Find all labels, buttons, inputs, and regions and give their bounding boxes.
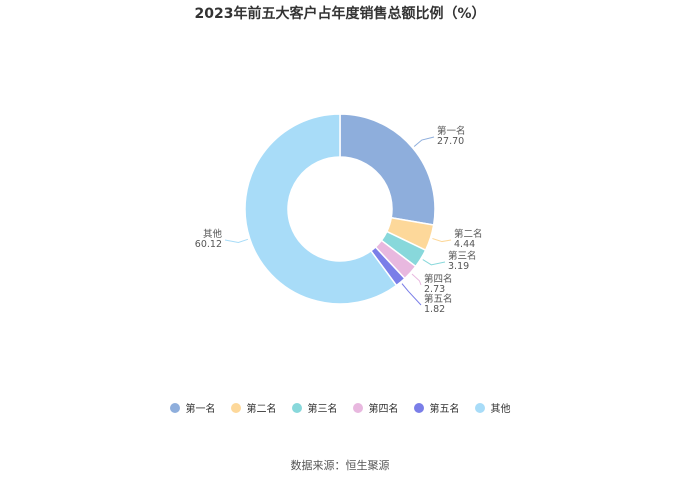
legend-item-third[interactable]: 第三名 — [291, 400, 338, 415]
slice-label-name-first: 第一名 — [437, 125, 466, 137]
legend-label-fifth: 第五名 — [429, 404, 460, 415]
legend-item-fourth[interactable]: 第四名 — [352, 400, 399, 415]
slice-label-value-fourth: 2.73 — [424, 284, 445, 295]
leader-line-fifth — [401, 283, 422, 306]
slice-label-value-other: 60.12 — [195, 239, 222, 250]
legend-swatch-fourth — [352, 402, 363, 413]
legend-swatch-second — [230, 402, 241, 413]
slice-other — [244, 113, 398, 305]
chart-legend: 第一名 第二名 第三名 第四名 第五名 其他 — [0, 400, 680, 415]
legend-swatch-other — [474, 402, 485, 413]
legend-label-first: 第一名 — [185, 404, 216, 415]
slice-label-name-third: 第三名 — [448, 250, 477, 262]
slice-label-name-fifth: 第五名 — [424, 293, 453, 305]
legend-label-other: 其他 — [490, 404, 511, 415]
slice-first — [339, 113, 436, 226]
slice-label-value-fifth: 1.82 — [424, 304, 445, 315]
slice-label-name-fourth: 第四名 — [424, 273, 453, 285]
slice-label-value-first: 27.70 — [437, 136, 464, 147]
legend-swatch-first — [169, 402, 180, 413]
legend-item-first[interactable]: 第一名 — [169, 400, 216, 415]
legend-item-second[interactable]: 第二名 — [230, 400, 277, 415]
leader-line-third — [422, 259, 446, 266]
legend-label-third: 第三名 — [307, 404, 338, 415]
slice-label-value-second: 4.44 — [454, 239, 475, 250]
slice-label-name-other: 其他 — [203, 228, 223, 240]
slice-label-name-second: 第二名 — [454, 228, 483, 240]
chart-title: 2023年前五大客户占年度销售总额比例（%） — [194, 6, 486, 22]
legend-swatch-fifth — [413, 402, 424, 413]
data-source: 数据来源：恒生聚源 — [290, 459, 390, 472]
legend-item-other[interactable]: 其他 — [474, 400, 511, 415]
legend-swatch-third — [291, 402, 302, 413]
leader-line-second — [432, 238, 452, 243]
leader-line-first — [413, 136, 435, 147]
legend-label-fourth: 第四名 — [368, 404, 399, 415]
legend-label-second: 第二名 — [246, 404, 277, 415]
leader-line-fourth — [411, 273, 422, 286]
slice-label-value-third: 3.19 — [448, 261, 469, 272]
leader-line-other — [224, 238, 249, 243]
legend-item-fifth[interactable]: 第五名 — [413, 400, 460, 415]
